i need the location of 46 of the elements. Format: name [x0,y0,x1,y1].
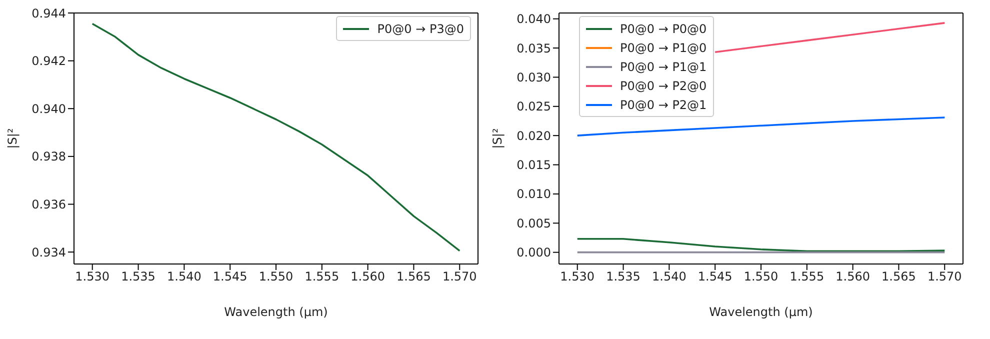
x-axis-title: Wavelength (µm) [224,305,328,319]
line-series [714,22,946,54]
y-tick-label: 0.020 [516,128,551,143]
y-tick-label: 0.035 [516,41,551,56]
y-tick-label: 0.005 [516,216,551,230]
x-tick-label: 1.530 [560,270,595,284]
y-tick-label: 0.030 [516,70,551,84]
y-tick-label: 0.025 [516,100,551,114]
x-tick-label: 1.535 [121,270,156,284]
y-tick-label: 0.040 [516,12,551,26]
x-axis-title: Wavelength (µm) [709,305,813,319]
line-series [576,116,946,136]
legend-label: P0@0 → P1@0 [620,40,707,54]
x-tick-label: 1.540 [167,270,202,284]
y-tick-label: 0.010 [516,187,551,202]
y-tick-label: 0.934 [32,245,66,260]
y-tick-label: 0.938 [32,150,66,164]
y-tick-label: 0.942 [32,54,66,68]
y-axis-title: |S|² [490,128,504,149]
y-tick-label: 0.940 [32,102,66,116]
legend-label: P0@0 → P2@1 [620,98,707,112]
y-tick-label: 0.015 [516,158,551,172]
y-axis-title: |S|² [5,128,20,149]
y-tick-label: 0.000 [516,246,551,260]
x-tick-label: 1.565 [882,270,916,284]
x-tick-label: 1.560 [836,270,870,284]
x-tick-label: 1.545 [212,270,248,284]
line-series [576,238,946,252]
x-tick-label: 1.555 [790,270,824,284]
x-tick-label: 1.555 [304,270,340,284]
y-tick-label: 0.944 [32,6,66,20]
x-tick-label: 1.540 [652,270,686,284]
x-tick-label: 1.550 [744,270,778,284]
x-tick-label: 1.530 [75,270,110,284]
legend-label: P0@0 → P2@0 [620,78,707,92]
x-tick-label: 1.535 [606,270,640,284]
x-tick-label: 1.565 [396,270,431,284]
legend-label: P0@0 → P3@0 [377,22,464,36]
x-tick-label: 1.570 [927,270,962,284]
legend-label: P0@0 → P1@1 [620,60,707,74]
x-tick-label: 1.545 [698,270,732,284]
y-tick-label: 0.936 [32,198,66,212]
x-tick-label: 1.550 [258,270,294,284]
x-tick-label: 1.560 [350,270,385,284]
legend-label: P0@0 → P0@0 [620,22,707,36]
x-tick-label: 1.570 [442,270,477,284]
